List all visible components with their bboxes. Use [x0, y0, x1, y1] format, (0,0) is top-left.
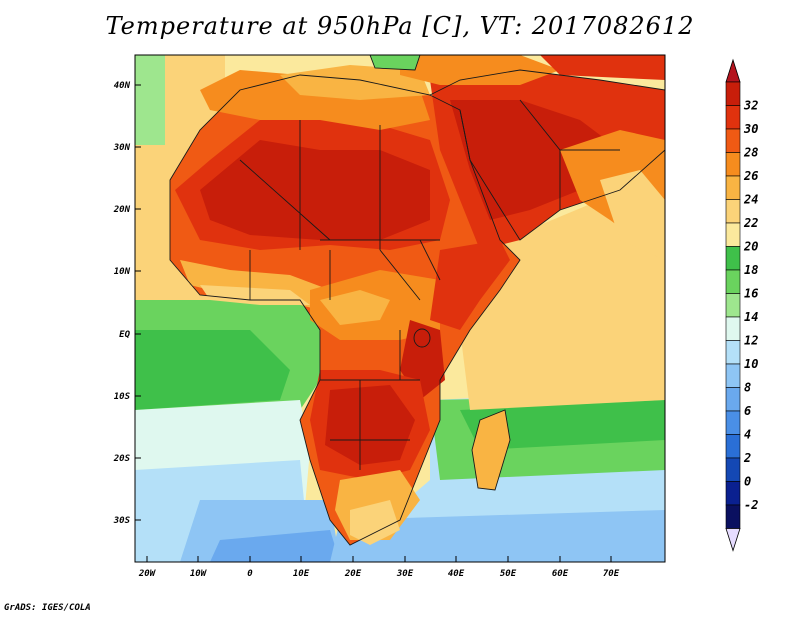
lat-label-30s: 30S	[113, 516, 131, 526]
colorbar-bottom-arrow	[725, 528, 741, 552]
lat-label-eq: EQ	[119, 330, 130, 340]
lat-label-20n: 20N	[113, 205, 131, 215]
lat-label-10n: 10N	[114, 267, 131, 277]
colorbar-swatch	[725, 316, 741, 341]
lon-label-20e: 20E	[344, 569, 362, 579]
lon-label-60e: 60E	[552, 569, 569, 579]
colorbar-swatch	[725, 269, 741, 294]
colorbar-label: 12	[744, 334, 758, 348]
colorbar-swatch	[725, 410, 741, 435]
colorbar-label: 24	[743, 193, 758, 207]
colorbar-swatch	[725, 199, 741, 224]
lon-label-10e: 10E	[293, 569, 310, 579]
colorbar-swatch	[725, 246, 741, 271]
temperature-field	[135, 55, 665, 562]
lat-label-10s: 10S	[114, 392, 131, 402]
lat-label-40n: 40N	[114, 81, 131, 91]
grads-credit: GrADS: IGES/COLA	[4, 603, 91, 613]
colorbar-swatch	[725, 340, 741, 365]
colorbar-label: 0	[744, 475, 751, 489]
colorbar-top-arrow	[725, 58, 741, 83]
colorbar-swatch	[725, 293, 741, 318]
plot-frame	[134, 54, 666, 563]
colorbar-swatch	[725, 387, 741, 412]
colorbar-swatch	[725, 128, 741, 153]
colorbar-label: 26	[743, 169, 758, 183]
colorbar-label: 6	[744, 404, 751, 418]
colorbar-label: 14	[744, 310, 758, 324]
chart-title: Temperature at 950hPa [C], VT: 201708261…	[105, 12, 695, 40]
lon-label-20w: 20W	[138, 569, 157, 579]
colorbar-label: 18	[744, 263, 758, 277]
colorbar-swatch	[725, 481, 741, 506]
lat-label-30n: 30N	[113, 143, 131, 153]
lat-label-20s: 20S	[113, 454, 131, 464]
colorbar-label: 4	[744, 428, 751, 442]
colorbar-swatch	[725, 152, 741, 177]
colorbar-swatch	[725, 457, 741, 482]
colorbar-label: 8	[744, 381, 751, 395]
colorbar-label: 16	[744, 287, 758, 301]
colorbar-swatch	[725, 504, 741, 529]
lat-axis: 40N 30N 20N 10N EQ 10S 20S 30S	[113, 81, 141, 526]
colorbar-label: -2	[744, 498, 758, 512]
colorbar-label: 30	[743, 122, 758, 136]
colorbar-swatch	[725, 434, 741, 459]
lon-axis: 20W 10W 0 10E 20E 30E 40E 50E 60E 70E	[138, 556, 620, 579]
lon-label-50e: 50E	[500, 569, 517, 579]
colorbar-label: 32	[743, 99, 758, 113]
colorbar-label: 20	[743, 240, 758, 254]
colorbar-swatch	[725, 175, 741, 200]
lon-label-30e: 30E	[396, 569, 414, 579]
lon-label-70e: 70E	[603, 569, 620, 579]
colorbar-swatch	[725, 81, 741, 106]
colorbar-label: 10	[744, 357, 758, 371]
colorbar-label: 2	[743, 451, 751, 465]
lon-label-0: 0	[247, 569, 253, 579]
colorbar-label: 28	[743, 146, 758, 160]
colorbar-swatch	[725, 363, 741, 388]
colorbar-swatch	[725, 222, 741, 247]
colorbar-label: 22	[743, 216, 758, 230]
lon-label-40e: 40E	[448, 569, 465, 579]
lon-label-10w: 10W	[190, 569, 208, 579]
colorbar-swatch	[725, 105, 741, 130]
